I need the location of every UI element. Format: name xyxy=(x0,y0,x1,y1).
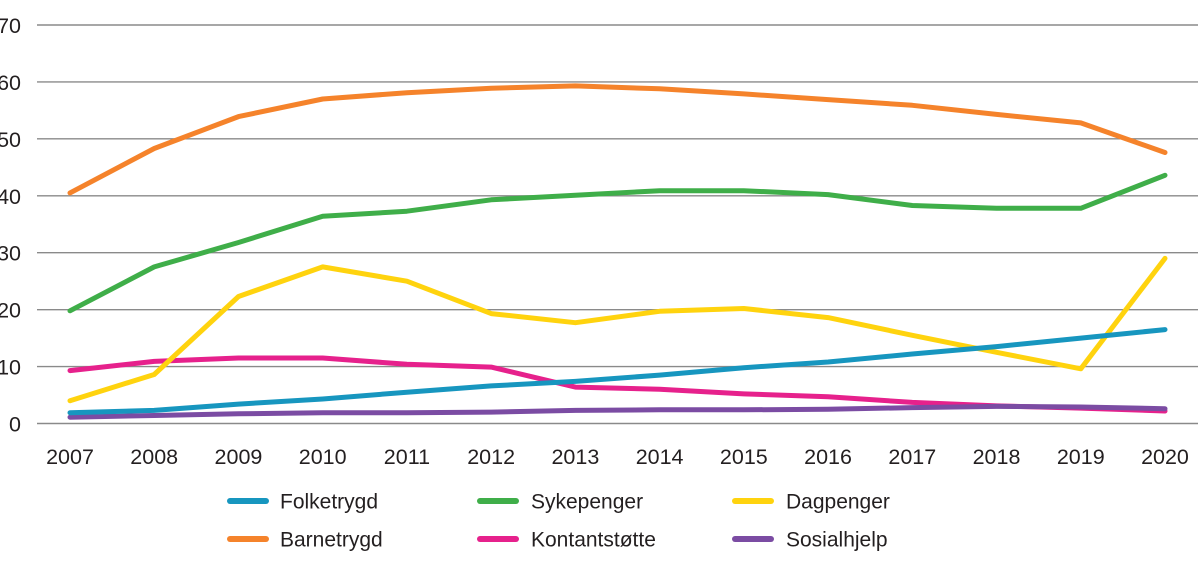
legend-label-folketrygd: Folketrygd xyxy=(280,491,378,514)
y-axis-label: 70 xyxy=(0,14,21,38)
legend-swatch-folketrygd xyxy=(227,498,269,504)
y-axis-label: 50 xyxy=(0,128,21,152)
x-axis-label: 2015 xyxy=(720,445,768,469)
legend-label-sykepenger: Sykepenger xyxy=(531,491,643,514)
legend-swatch-sykepenger xyxy=(477,498,519,504)
x-axis-label: 2014 xyxy=(636,445,684,469)
y-axis-label: 10 xyxy=(0,356,21,380)
y-axis-label: 0 xyxy=(9,413,21,437)
y-axis-label: 20 xyxy=(0,299,21,323)
x-axis-label: 2011 xyxy=(384,445,430,469)
y-axis-label: 40 xyxy=(0,185,21,209)
x-axis-label: 2013 xyxy=(551,445,599,469)
series-line-folketrygd xyxy=(67,327,1168,416)
series-line-sosialhjelp xyxy=(67,403,1168,420)
x-axis-label: 2020 xyxy=(1141,445,1189,469)
legend-label-dagpenger: Dagpenger xyxy=(786,491,890,514)
y-axis-label: 60 xyxy=(0,71,21,95)
legend-swatch-barnetrygd xyxy=(227,536,269,542)
x-axis-label: 2017 xyxy=(888,445,936,469)
x-axis-label: 2018 xyxy=(973,445,1021,469)
x-axis-label: 2019 xyxy=(1057,445,1105,469)
x-axis-label: 2016 xyxy=(804,445,852,469)
series-line-barnetrygd xyxy=(67,83,1168,196)
x-axis-label: 2009 xyxy=(215,445,263,469)
series-line-sykepenger xyxy=(67,172,1168,314)
legend-label-barnetrygd: Barnetrygd xyxy=(280,529,383,552)
legend-label-kontantstotte: Kontantstøtte xyxy=(531,529,656,552)
x-axis-label: 2010 xyxy=(299,445,347,469)
legend-swatch-kontantstotte xyxy=(477,536,519,542)
x-axis-label: 2008 xyxy=(130,445,178,469)
legend-swatch-dagpenger xyxy=(732,498,774,504)
y-axis-label: 30 xyxy=(0,242,21,266)
x-axis-label: 2007 xyxy=(46,445,94,469)
legend-swatch-sosialhjelp xyxy=(732,536,774,542)
legend-label-sosialhjelp: Sosialhjelp xyxy=(786,529,888,552)
x-axis-label: 2012 xyxy=(467,445,515,469)
